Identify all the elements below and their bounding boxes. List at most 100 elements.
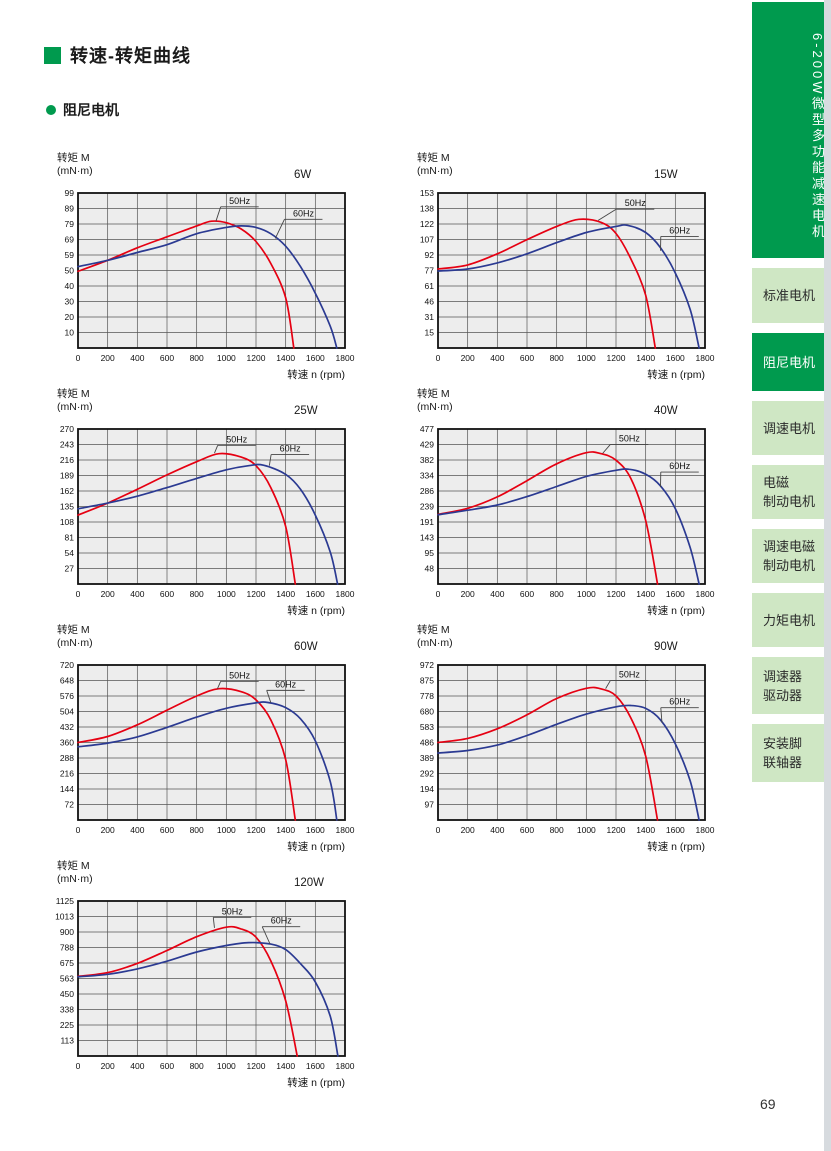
chart-title: 25W (294, 405, 318, 417)
title-square-icon (44, 46, 61, 64)
chart-y-axis-title: 转矩 M (mN·m) (57, 860, 93, 886)
svg-text:1400: 1400 (276, 589, 295, 599)
svg-text:1600: 1600 (666, 825, 685, 835)
svg-text:1800: 1800 (336, 825, 355, 835)
svg-text:1400: 1400 (276, 825, 295, 835)
chart-title: 40W (654, 405, 678, 417)
svg-text:400: 400 (130, 589, 144, 599)
svg-text:0: 0 (76, 825, 81, 835)
svg-text:50Hz: 50Hz (619, 433, 641, 443)
svg-text:600: 600 (160, 353, 174, 363)
svg-text:54: 54 (65, 548, 75, 558)
svg-text:1000: 1000 (217, 353, 236, 363)
svg-text:600: 600 (520, 589, 534, 599)
chart-15w: 转矩 M (mN·m) 15W 153 138 122 107 92 77 61 46 31 15 0 20… (402, 150, 762, 386)
svg-text:1013: 1013 (55, 912, 74, 922)
svg-text:334: 334 (420, 471, 434, 481)
svg-text:1600: 1600 (306, 353, 325, 363)
svg-text:0: 0 (76, 589, 81, 599)
svg-text:0: 0 (436, 353, 441, 363)
svg-text:270: 270 (60, 424, 74, 434)
svg-text:800: 800 (550, 589, 564, 599)
svg-text:600: 600 (520, 353, 534, 363)
svg-text:69: 69 (65, 235, 75, 245)
svg-text:286: 286 (420, 486, 434, 496)
svg-text:800: 800 (190, 1061, 204, 1071)
page-title-text: 转速-转矩曲线 (70, 46, 191, 66)
svg-text:138: 138 (420, 204, 434, 214)
chart-40w-plot: 477 429 382 334 286 239 191 143 95 48 0 200 400 600 80… (420, 424, 715, 617)
svg-text:60Hz: 60Hz (669, 461, 691, 471)
svg-text:60Hz: 60Hz (280, 444, 302, 454)
page-edge-strip (824, 0, 831, 1151)
svg-text:48: 48 (425, 564, 435, 574)
svg-text:382: 382 (420, 455, 434, 465)
sidebar-item-label: 调速电磁 (763, 539, 816, 554)
svg-text:600: 600 (520, 825, 534, 835)
svg-text:0: 0 (76, 353, 81, 363)
chart-x-axis-title: 转速 n (rpm) (287, 604, 345, 617)
svg-text:60Hz: 60Hz (275, 679, 297, 689)
sidebar-item-label: 调速器 (763, 668, 803, 684)
svg-text:292: 292 (420, 769, 434, 779)
chart-title: 6W (294, 169, 312, 181)
svg-text:77: 77 (425, 266, 435, 276)
svg-text:60Hz: 60Hz (669, 697, 691, 707)
svg-text:1800: 1800 (336, 353, 355, 363)
svg-text:1600: 1600 (306, 1061, 325, 1071)
section-heading: 阻尼电机 (46, 100, 119, 120)
svg-text:800: 800 (550, 353, 564, 363)
svg-text:477: 477 (420, 424, 434, 434)
sidebar-item-7: 调速器 驱动器 (752, 657, 824, 714)
svg-text:144: 144 (60, 784, 74, 794)
page-number: 69 (760, 1096, 776, 1112)
chart-90w-plot: 972 875 778 680 583 486 389 292 194 97 0 200 400 600 8… (420, 660, 715, 853)
svg-text:875: 875 (420, 676, 434, 686)
svg-text:675: 675 (60, 958, 74, 968)
svg-text:1000: 1000 (577, 589, 596, 599)
svg-text:200: 200 (101, 353, 115, 363)
sidebar-item-5: 调速电磁 制动电机 (752, 529, 824, 583)
svg-text:216: 216 (60, 769, 74, 779)
svg-text:81: 81 (65, 533, 75, 543)
chart-90w: 转矩 M (mN·m) 90W 972 875 778 680 583 486 389 292 194… (402, 622, 762, 858)
svg-text:504: 504 (60, 707, 74, 717)
svg-text:600: 600 (160, 1061, 174, 1071)
svg-text:1600: 1600 (666, 589, 685, 599)
svg-text:200: 200 (461, 589, 475, 599)
svg-text:200: 200 (101, 589, 115, 599)
chart-title: 120W (294, 877, 325, 889)
svg-text:788: 788 (60, 943, 74, 953)
svg-text:429: 429 (420, 440, 434, 450)
svg-text:1000: 1000 (577, 353, 596, 363)
chart-y-axis-title: 转矩 M (mN·m) (57, 388, 93, 414)
svg-text:200: 200 (461, 825, 475, 835)
chart-y-axis-title: 转矩 M (mN·m) (417, 388, 453, 414)
svg-text:50Hz: 50Hz (229, 670, 251, 680)
sidebar-item-label: 安装脚 (763, 736, 803, 751)
sidebar-item-label: 调速电机 (763, 420, 816, 436)
chart-120w: 转矩 M (mN·m) 120W 1125 1013 900 788 675 563 450 338… (42, 858, 402, 1094)
svg-text:99: 99 (65, 188, 75, 198)
svg-text:680: 680 (420, 707, 434, 717)
svg-text:61: 61 (425, 281, 435, 291)
svg-text:800: 800 (190, 353, 204, 363)
sidebar-item-label: 阻尼电机 (763, 354, 816, 370)
svg-text:50: 50 (65, 266, 75, 276)
svg-text:720: 720 (60, 660, 74, 670)
sidebar-item-label: 标准电机 (763, 288, 816, 303)
svg-text:89: 89 (65, 204, 75, 214)
svg-text:107: 107 (420, 235, 434, 245)
svg-text:1800: 1800 (336, 589, 355, 599)
svg-text:200: 200 (101, 1061, 115, 1071)
svg-text:79: 79 (65, 219, 75, 229)
chart-y-axis-title: 转矩 M (mN·m) (57, 624, 93, 650)
sidebar-item-8: 安装脚 联轴器 (752, 724, 824, 782)
svg-text:1200: 1200 (247, 825, 266, 835)
bullet-dot-icon (46, 105, 56, 115)
svg-text:50Hz: 50Hz (619, 670, 641, 680)
svg-text:135: 135 (60, 502, 74, 512)
svg-text:95: 95 (425, 548, 435, 558)
